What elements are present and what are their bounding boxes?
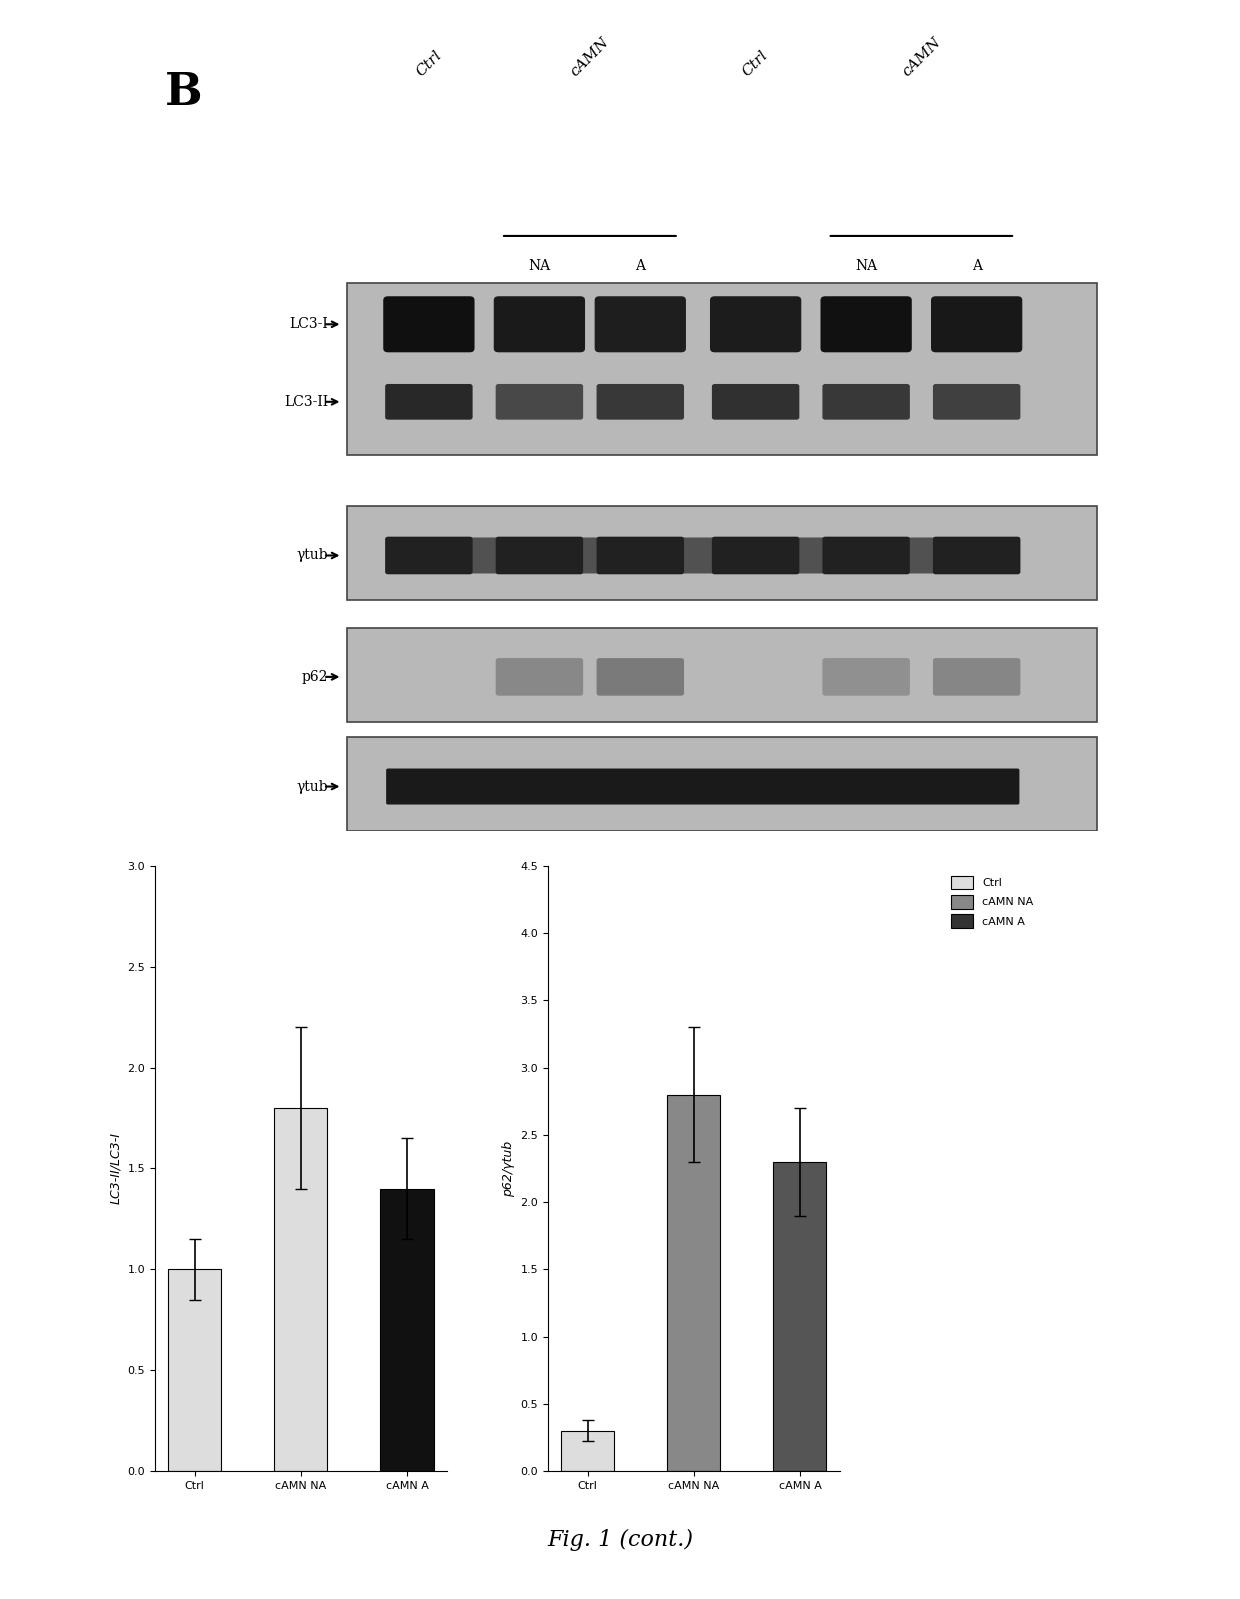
Legend: Ctrl, cAMN NA, cAMN A: Ctrl, cAMN NA, cAMN A [946, 871, 1038, 932]
FancyBboxPatch shape [931, 296, 1022, 352]
Text: γtub: γtub [296, 780, 327, 793]
Text: A: A [972, 259, 982, 273]
Text: Fig. 1 (cont.): Fig. 1 (cont.) [547, 1529, 693, 1551]
FancyBboxPatch shape [711, 296, 801, 352]
FancyBboxPatch shape [496, 537, 583, 574]
Bar [774, 1162, 827, 1471]
FancyBboxPatch shape [386, 537, 1019, 574]
FancyBboxPatch shape [496, 384, 583, 419]
Bar [274, 1108, 327, 1471]
FancyBboxPatch shape [595, 296, 686, 352]
Text: NA: NA [528, 259, 551, 273]
Text: γtub: γtub [296, 548, 327, 563]
FancyBboxPatch shape [596, 659, 684, 696]
FancyBboxPatch shape [932, 659, 1021, 696]
Bar [169, 1270, 221, 1471]
FancyBboxPatch shape [386, 769, 1019, 804]
FancyBboxPatch shape [822, 537, 910, 574]
FancyBboxPatch shape [932, 537, 1021, 574]
Text: LC3-II: LC3-II [284, 395, 327, 409]
Y-axis label: LC3-II/LC3-I: LC3-II/LC3-I [109, 1132, 122, 1204]
FancyBboxPatch shape [596, 537, 684, 574]
FancyBboxPatch shape [347, 627, 1096, 721]
Text: p62: p62 [301, 670, 327, 684]
FancyBboxPatch shape [821, 296, 911, 352]
FancyBboxPatch shape [822, 384, 910, 419]
FancyBboxPatch shape [386, 384, 472, 419]
FancyBboxPatch shape [822, 659, 910, 696]
Text: LC3-I: LC3-I [289, 317, 327, 331]
Bar [667, 1094, 720, 1471]
FancyBboxPatch shape [932, 384, 1021, 419]
Bar [381, 1188, 434, 1471]
FancyBboxPatch shape [494, 296, 585, 352]
Text: NA: NA [856, 259, 877, 273]
Text: cAMN: cAMN [568, 35, 613, 80]
FancyBboxPatch shape [383, 296, 475, 352]
FancyBboxPatch shape [386, 537, 472, 574]
Text: Ctrl: Ctrl [740, 48, 771, 80]
FancyBboxPatch shape [496, 659, 583, 696]
Text: B: B [165, 72, 202, 115]
Text: cAMN: cAMN [899, 35, 944, 80]
Bar [562, 1431, 614, 1471]
FancyBboxPatch shape [347, 507, 1096, 600]
FancyBboxPatch shape [347, 737, 1096, 831]
FancyBboxPatch shape [712, 384, 800, 419]
Y-axis label: p62/γtub: p62/γtub [502, 1140, 515, 1196]
Text: Ctrl: Ctrl [413, 48, 444, 80]
FancyBboxPatch shape [712, 537, 800, 574]
Text: A: A [635, 259, 645, 273]
FancyBboxPatch shape [596, 384, 684, 419]
FancyBboxPatch shape [347, 283, 1096, 456]
